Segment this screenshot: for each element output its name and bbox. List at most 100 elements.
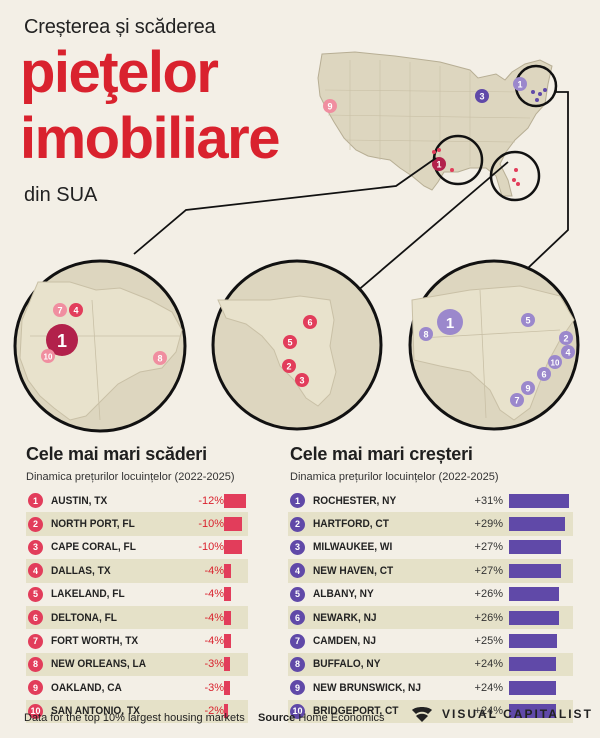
decline-row: 8 NEW ORLEANS, LA -3% xyxy=(26,652,248,677)
decline-bar xyxy=(224,493,246,508)
declines-subtitle: Dinamica prețurilor locuințelor (2022-20… xyxy=(26,471,235,483)
increase-row: 5 ALBANY, NY +26% xyxy=(288,583,573,606)
increase-city-label: BRIDGEPORT, CT xyxy=(313,705,399,718)
decline-rank-badge: 9 xyxy=(28,680,43,696)
footer-source: Source Home Economics xyxy=(258,712,385,724)
increases-chart: 1 ROCHESTER, NY +31% 2 HARTFORD, CT +29% 3 MILW… xyxy=(288,489,573,723)
decline-rank-badge: 3 xyxy=(28,539,43,555)
decline-value-label: -4% xyxy=(204,564,224,577)
svg-text:10: 10 xyxy=(551,359,560,368)
footer-note: Data for the top 10% largest housing mar… xyxy=(24,712,245,724)
decline-value-label: -3% xyxy=(204,658,224,671)
increase-row: 1 ROCHESTER, NY +31% xyxy=(288,489,573,512)
decline-bar xyxy=(224,563,232,578)
decline-rank-badge: 10 xyxy=(28,703,43,719)
decline-row: 10 SAN ANTONIO, TX -2% xyxy=(26,699,248,723)
increase-bar xyxy=(509,657,556,672)
title-line-4: din SUA xyxy=(24,184,98,206)
northeast-marker-8: 8 xyxy=(419,327,433,341)
decline-city-label: NEW ORLEANS, LA xyxy=(51,658,147,671)
increases-title: Cele mai mari creșteri xyxy=(290,444,473,464)
increase-rank-badge: 1 xyxy=(290,493,305,509)
increase-rank-badge: 4 xyxy=(290,563,305,579)
increase-bar xyxy=(509,587,560,602)
increase-row: 4 NEW HAVEN, CT +27% xyxy=(288,559,573,583)
us-map-illustration: 9 3 1 1 7 xyxy=(13,51,580,433)
decline-city-label: LAKELAND, FL xyxy=(51,588,125,601)
svg-text:10: 10 xyxy=(44,353,53,362)
decline-row: 3 CAPE CORAL, FL -10% xyxy=(26,536,248,559)
svg-text:5: 5 xyxy=(287,338,292,348)
texas-zoom: 7 4 1 10 8 xyxy=(13,259,187,433)
svg-text:4: 4 xyxy=(565,348,570,358)
increase-bar xyxy=(509,634,558,649)
increase-bar xyxy=(509,680,556,695)
decline-bar xyxy=(224,657,230,672)
decline-city-label: DELTONA, FL xyxy=(51,611,117,624)
svg-text:9: 9 xyxy=(525,384,530,394)
increase-rank-badge: 10 xyxy=(290,703,305,719)
decline-rank-badge: 7 xyxy=(28,633,43,649)
svg-text:2: 2 xyxy=(563,334,568,344)
svg-text:1: 1 xyxy=(57,331,67,351)
us-overview-map: 9 3 1 1 xyxy=(317,51,558,202)
increase-row: 6 NEWARK, NJ +26% xyxy=(288,605,573,630)
increase-city-label: HARTFORD, CT xyxy=(313,518,389,531)
visual-capitalist-logo-icon xyxy=(412,707,432,722)
increase-city-label: ALBANY, NY xyxy=(313,588,374,601)
title-line-1: Creșterea și scăderea xyxy=(24,16,216,38)
increase-city-label: BUFFALO, NY xyxy=(313,658,381,671)
decline-row: 7 FORT WORTH, TX -4% xyxy=(26,629,248,652)
svg-text:3: 3 xyxy=(299,376,304,386)
decline-row: 2 NORTH PORT, FL -10% xyxy=(26,512,248,536)
decline-value-label: -4% xyxy=(204,635,224,648)
florida-marker-6: 6 xyxy=(303,315,317,329)
increase-value-label: +24% xyxy=(474,681,503,694)
decline-value-label: -4% xyxy=(204,611,224,624)
florida-marker-5: 5 xyxy=(283,335,297,349)
increase-city-label: NEW HAVEN, CT xyxy=(313,564,394,577)
increase-value-label: +27% xyxy=(474,564,503,577)
decline-rank-badge: 1 xyxy=(28,493,43,509)
increase-bar xyxy=(509,540,562,555)
increase-bar xyxy=(509,563,562,578)
increase-value-label: +27% xyxy=(474,541,503,554)
increases-header: Cele mai mari creșteri Dinamica prețuril… xyxy=(290,444,582,483)
decline-city-label: SAN ANTONIO, TX xyxy=(51,705,140,718)
increase-rank-badge: 6 xyxy=(290,610,305,626)
decline-bar xyxy=(224,680,230,695)
decline-bar xyxy=(224,634,232,649)
svg-text:7: 7 xyxy=(514,396,519,406)
decline-rank-badge: 6 xyxy=(28,610,43,626)
increase-row: 7 CAMDEN, NJ +25% xyxy=(288,629,573,652)
texas-marker-4: 4 xyxy=(69,303,83,317)
increase-row: 2 HARTFORD, CT +29% xyxy=(288,512,573,536)
texas-marker-7: 7 xyxy=(53,303,67,317)
northeast-zoom: 8 1 5 2 4 10 6 9 xyxy=(408,259,580,431)
increase-rank-badge: 5 xyxy=(290,586,305,602)
increase-row: 3 MILWAUKEE, WI +27% xyxy=(288,536,573,559)
decline-bar xyxy=(224,587,232,602)
increase-bar xyxy=(509,704,556,719)
decline-city-label: FORT WORTH, TX xyxy=(51,635,139,648)
increase-value-label: +24% xyxy=(474,658,503,671)
svg-text:9: 9 xyxy=(327,102,332,112)
decline-row: 9 OAKLAND, CA -3% xyxy=(26,676,248,699)
overview-marker-1-tx: 1 xyxy=(432,157,446,171)
decline-city-label: NORTH PORT, FL xyxy=(51,518,135,531)
declines-title: Cele mai mari scăderi xyxy=(26,444,207,464)
overview-marker-9: 9 xyxy=(323,99,337,113)
title-line-3: imobiliare xyxy=(20,106,280,171)
increase-rank-badge: 2 xyxy=(290,516,305,532)
decline-bar xyxy=(224,517,243,532)
northeast-marker-10: 10 xyxy=(548,355,562,369)
florida-marker-3: 3 xyxy=(295,373,309,387)
florida-marker-2: 2 xyxy=(282,359,296,373)
svg-text:5: 5 xyxy=(525,316,530,326)
increase-row: 8 BUFFALO, NY +24% xyxy=(288,652,573,677)
increase-value-label: +26% xyxy=(474,588,503,601)
northeast-marker-1: 1 xyxy=(437,309,463,335)
northeast-marker-5: 5 xyxy=(521,313,535,327)
svg-text:3: 3 xyxy=(479,92,484,102)
overview-marker-3: 3 xyxy=(475,89,489,103)
